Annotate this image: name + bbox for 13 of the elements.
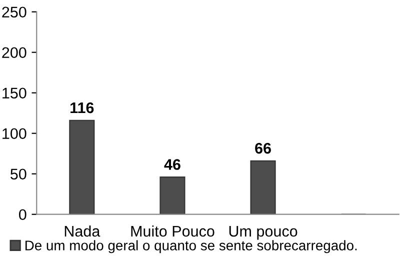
y-tick-label: 150	[2, 88, 26, 99]
x-tick-label: Nada	[64, 225, 100, 237]
y-tick-label: 250	[2, 6, 26, 18]
y-tick-label: 50	[10, 168, 26, 180]
y-tick-label: 200	[2, 47, 26, 58]
x-tick-label: Um pouco	[229, 226, 298, 240]
y-tick-label: 100	[2, 128, 26, 140]
x-tick-label: Muito Pouco	[131, 225, 214, 237]
y-tick-label: 0	[19, 209, 26, 220]
data-label: 46	[164, 159, 180, 170]
legend-label: De um modo geral o quanto se sente sobrecarregado.	[25, 240, 357, 254]
data-label: 116	[70, 102, 94, 114]
data-label: 66	[255, 142, 271, 154]
